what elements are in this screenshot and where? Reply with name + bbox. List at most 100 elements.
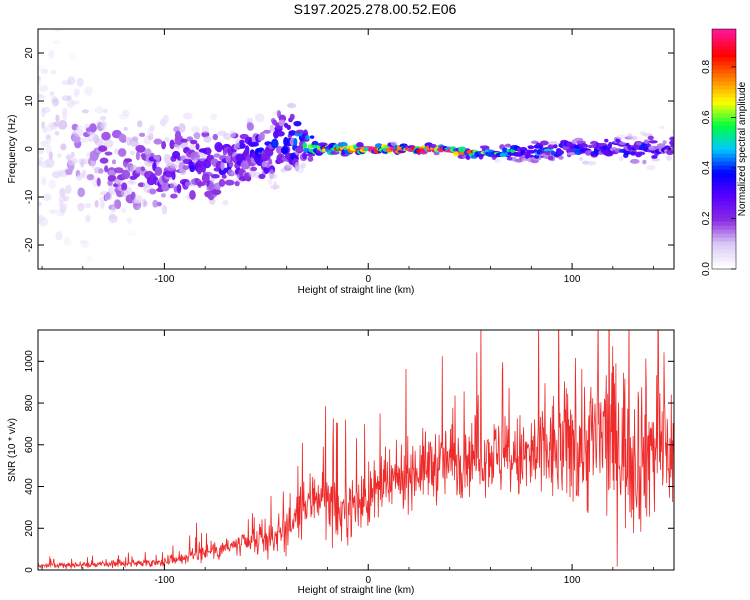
- spectrogram-cell: [519, 146, 528, 152]
- spectrogram-cell: [578, 156, 584, 161]
- colorbar-step: [712, 69, 736, 74]
- snr-series-line: [38, 330, 674, 570]
- spectrogram-x-label: Height of straight line (km): [298, 285, 415, 296]
- spectrogram-cell: [188, 144, 195, 151]
- spectrogram-cell: [131, 136, 139, 142]
- spectrogram-cell: [154, 166, 163, 176]
- spectrogram-cell: [286, 124, 291, 131]
- spectrogram-cell: [280, 147, 288, 154]
- colorbar-step: [712, 117, 736, 122]
- spectrogram-cell: [135, 151, 141, 161]
- spectrogram-cell: [246, 117, 254, 123]
- spectrogram-cell: [270, 138, 279, 149]
- spectrogram-cell: [42, 126, 48, 133]
- colorbar-step: [712, 169, 736, 174]
- spectrogram-cell: [153, 138, 163, 145]
- colorbar-step: [712, 109, 736, 114]
- colorbar-step: [712, 193, 736, 198]
- colorbar: 0.0 0.2 0.4 0.6 0.8 Normalized spectral ampl…: [701, 28, 748, 276]
- spectrogram-cell: [113, 167, 124, 174]
- spectrogram-cell: [307, 156, 314, 162]
- colorbar-step: [712, 29, 736, 34]
- x-tick-label: 100: [564, 274, 581, 285]
- colorbar-step: [712, 97, 736, 102]
- spectrogram-cell: [273, 184, 280, 189]
- spectrogram-cell: [86, 255, 93, 262]
- colorbar-step: [712, 137, 736, 142]
- spectrogram-cell: [223, 133, 232, 141]
- spectrogram-cell: [103, 108, 108, 114]
- colorbar-ticks: 0.0 0.2 0.4 0.6 0.8: [701, 60, 736, 276]
- spectrogram-cell: [135, 205, 141, 210]
- spectrogram-cell: [94, 106, 104, 114]
- spectrogram-cell: [138, 132, 146, 137]
- spectrogram-cell: [80, 241, 90, 249]
- colorbar-step: [712, 221, 736, 226]
- spectrogram-cell: [221, 174, 227, 179]
- snr-panel: -100 0 100 0 200 400 600 800 1000 Height of str…: [7, 329, 675, 596]
- colorbar-step: [712, 89, 736, 94]
- spectrogram-cell: [239, 143, 246, 149]
- colorbar-step: [712, 253, 736, 258]
- spectrogram-cell: [107, 175, 117, 182]
- spectrogram-cell: [293, 120, 302, 127]
- spectrogram-cell: [59, 187, 66, 197]
- spectrogram-cell: [103, 139, 114, 148]
- spectrogram-cell: [670, 136, 674, 142]
- colorbar-step: [712, 77, 736, 82]
- colorbar-tick-label: 0.4: [701, 161, 712, 175]
- spectrogram-cell: [135, 144, 146, 153]
- spectrogram-cell: [214, 141, 223, 152]
- spectrogram-cell: [669, 149, 674, 154]
- spectrogram-cell: [189, 139, 198, 145]
- spectrogram-cell: [81, 109, 89, 114]
- snr-y-label: SNR (10 * v/v): [7, 418, 18, 482]
- spectrogram-cell: [662, 140, 667, 145]
- spectrogram-cell: [120, 207, 127, 214]
- colorbar-frame: [711, 28, 737, 270]
- spectrogram-cell: [234, 180, 240, 187]
- spectrogram-cell: [164, 171, 174, 178]
- colorbar-step: [712, 205, 736, 210]
- spectrogram-cell: [52, 102, 57, 108]
- spectrogram-cell: [246, 122, 254, 131]
- colorbar-step: [712, 49, 736, 54]
- spectrogram-cell: [178, 123, 186, 133]
- spectrogram-cell: [62, 107, 68, 115]
- spectrogram-cell: [212, 133, 219, 141]
- colorbar-step: [712, 81, 736, 86]
- spectrogram-cell: [275, 145, 284, 154]
- spectrogram-cell: [196, 181, 207, 187]
- spectrogram-cell: [182, 165, 190, 170]
- spectrogram-cell: [40, 68, 49, 75]
- spectrogram-cell: [133, 194, 143, 204]
- colorbar-step: [712, 265, 736, 270]
- spectrogram-cell: [41, 176, 47, 186]
- spectrogram-cell: [193, 132, 201, 140]
- spectrogram-cell: [153, 154, 161, 160]
- spectrogram-cell: [164, 136, 170, 143]
- spectrogram-cell: [101, 122, 107, 132]
- spectrogram-cell: [186, 136, 194, 142]
- spectrogram-cell: [547, 144, 555, 150]
- colorbar-step: [712, 61, 736, 66]
- spectrogram-cell: [48, 179, 57, 189]
- colorbar-step: [712, 113, 736, 118]
- spectrogram-cell: [126, 180, 137, 185]
- y-tick-label: 200: [24, 519, 35, 536]
- spectrogram-cell: [161, 141, 167, 150]
- spectrogram-cell: [63, 195, 70, 202]
- spectrogram-cell: [137, 120, 143, 128]
- spectrogram-cell: [160, 193, 166, 198]
- colorbar-step: [712, 237, 736, 242]
- figure-title: S197.2025.278.00.52.E06: [293, 1, 457, 17]
- spectrogram-cell: [287, 103, 297, 109]
- spectrogram-cell: [616, 134, 627, 140]
- spectrogram-cell: [66, 95, 72, 101]
- spectrogram-cell: [296, 148, 304, 153]
- spectrogram-cell: [73, 128, 84, 137]
- spectrogram-cell: [38, 201, 43, 207]
- x-tick-label: 0: [365, 575, 371, 586]
- colorbar-step: [712, 133, 736, 138]
